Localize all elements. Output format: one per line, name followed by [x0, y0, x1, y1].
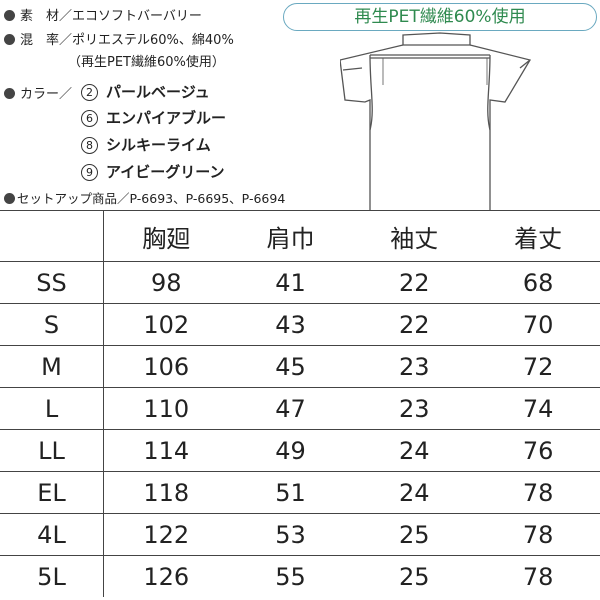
header-chest: 胸廻 [103, 210, 229, 262]
size-label: 4L [0, 513, 104, 556]
color-name: エンパイアブルー [106, 109, 227, 127]
bullet-icon [4, 193, 15, 204]
color-name: アイビーグリーン [106, 163, 225, 181]
spec-blend-note: （再生PET繊維60%使用） [68, 55, 225, 70]
size-label: EL [0, 471, 104, 514]
table-row: 5L 126 55 25 78 [0, 555, 600, 597]
color-name: シルキーライム [106, 136, 211, 154]
table-cell: 55 [228, 555, 353, 597]
header-sleeve: 袖丈 [352, 210, 477, 262]
table-cell: 49 [228, 429, 353, 472]
color-item: 8 シルキーライム [81, 134, 211, 155]
table-row: L 110 47 23 74 [0, 387, 600, 430]
table-row: EL 118 51 24 78 [0, 471, 600, 514]
table-cell: 78 [476, 471, 600, 514]
table-cell: 24 [352, 429, 477, 472]
size-label: S [0, 303, 104, 346]
table-cell: 25 [352, 555, 477, 597]
bullet-icon [4, 10, 15, 21]
color-number: 2 [81, 84, 98, 101]
table-cell: 47 [228, 387, 353, 430]
table-cell: 106 [103, 345, 229, 388]
spec-value: P-6693、P-6695、P-6694 [129, 191, 286, 206]
table-cell: 23 [352, 387, 477, 430]
table-cell: 51 [228, 471, 353, 514]
spec-label: カラー／ [20, 87, 73, 102]
table-cell: 41 [228, 261, 353, 304]
header-size [0, 210, 104, 262]
table-cell: 110 [103, 387, 229, 430]
table-cell: 43 [228, 303, 353, 346]
table-row: S 102 43 22 70 [0, 303, 600, 346]
table-cell: 126 [103, 555, 229, 597]
shirt-illustration [340, 32, 532, 210]
size-label: L [0, 387, 104, 430]
bullet-icon [4, 34, 15, 45]
table-cell: 22 [352, 303, 477, 346]
size-table: 胸廻 肩巾 袖丈 着丈 SS 98 41 22 68 S 102 43 22 70 M 106 45 23… [0, 210, 600, 597]
color-number: 9 [81, 164, 98, 181]
table-header-row: 胸廻 肩巾 袖丈 着丈 [0, 210, 600, 262]
spec-setup: セットアップ商品／P-6693、P-6695、P-6694 [4, 188, 285, 207]
color-number: 8 [81, 137, 98, 154]
table-cell: 118 [103, 471, 229, 514]
table-cell: 45 [228, 345, 353, 388]
table-cell: 68 [476, 261, 600, 304]
table-cell: 70 [476, 303, 600, 346]
table-cell: 22 [352, 261, 477, 304]
spec-colors: カラー／ [4, 83, 72, 102]
table-row: 4L 122 53 25 78 [0, 513, 600, 556]
spec-value: ポリエステル60%、綿40% [72, 33, 234, 48]
size-label: 5L [0, 555, 104, 597]
table-cell: 24 [352, 471, 477, 514]
size-label: LL [0, 429, 104, 472]
table-cell: 72 [476, 345, 600, 388]
size-label: M [0, 345, 104, 388]
table-row: SS 98 41 22 68 [0, 261, 600, 304]
color-item: 9 アイビーグリーン [81, 161, 225, 182]
spec-blend: 混 率／ポリエステル60%、綿40% [4, 29, 234, 48]
header-length: 着丈 [476, 210, 600, 262]
table-cell: 102 [103, 303, 229, 346]
spec-material: 素 材／エコソフトバーバリー [4, 5, 202, 24]
color-item: 2 パールベージュ [81, 81, 210, 102]
table-cell: 23 [352, 345, 477, 388]
table-row: LL 114 49 24 76 [0, 429, 600, 472]
table-cell: 78 [476, 513, 600, 556]
table-cell: 74 [476, 387, 600, 430]
recycled-pet-badge: 再生PET繊維60%使用 [283, 3, 597, 31]
spec-label: セットアップ商品／ [17, 191, 130, 206]
table-cell: 114 [103, 429, 229, 472]
spec-label: 混 率／ [20, 33, 73, 48]
table-cell: 98 [103, 261, 229, 304]
table-cell: 25 [352, 513, 477, 556]
table-row: M 106 45 23 72 [0, 345, 600, 388]
bullet-icon [4, 88, 15, 99]
color-item: 6 エンパイアブルー [81, 107, 226, 128]
spec-label: 素 材／ [20, 9, 73, 24]
table-cell: 53 [228, 513, 353, 556]
header-shoulder: 肩巾 [228, 210, 353, 262]
size-label: SS [0, 261, 104, 304]
color-name: パールベージュ [106, 83, 210, 101]
table-cell: 76 [476, 429, 600, 472]
spec-value: エコソフトバーバリー [72, 9, 202, 24]
table-cell: 122 [103, 513, 229, 556]
table-cell: 78 [476, 555, 600, 597]
color-number: 6 [81, 110, 98, 127]
